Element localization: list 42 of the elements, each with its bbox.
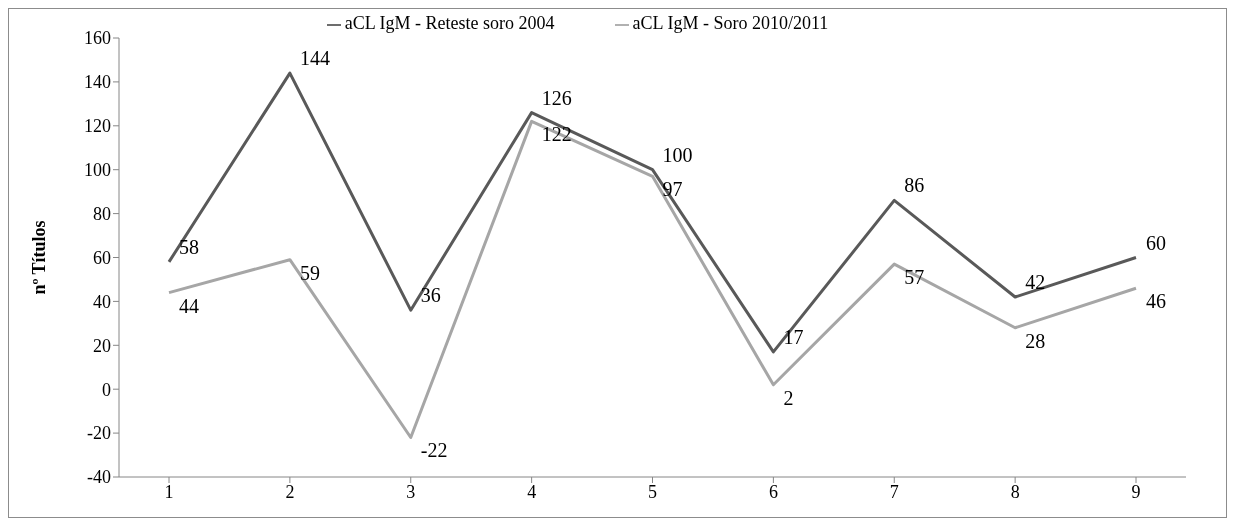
x-tick-label: 8: [1010, 481, 1020, 502]
x-tick-label: 5: [648, 481, 657, 502]
line-series: [167, 119, 1138, 439]
y-axis-title: nº Títulos: [29, 220, 50, 295]
y-tick-label: 100: [84, 160, 111, 181]
data-label: 58: [179, 235, 199, 258]
x-tick-label: 4: [527, 481, 537, 502]
y-tick-label: 0: [102, 379, 111, 400]
data-label: 86: [904, 174, 925, 197]
data-label: 36: [420, 284, 441, 307]
data-label: 17: [783, 325, 804, 348]
legend-label: aCL IgM - Reteste soro 2004: [344, 13, 555, 33]
data-label: 57: [904, 266, 925, 289]
y-tick-label: 120: [84, 116, 111, 137]
y-tick-label: 160: [84, 28, 111, 49]
x-tick-label: 1: [164, 481, 174, 502]
y-tick-label: 60: [93, 247, 111, 268]
y-tick-label: 140: [84, 72, 111, 93]
line-series: [167, 71, 1138, 354]
y-tick-label: -20: [87, 423, 111, 444]
x-tick-label: 7: [889, 481, 899, 502]
data-label: 44: [179, 294, 199, 317]
data-label: 2: [783, 386, 794, 409]
legend-label: aCL IgM - Soro 2010/2011: [632, 13, 829, 33]
data-label: 46: [1146, 290, 1166, 313]
data-label: 100: [662, 143, 693, 166]
y-tick-label: 20: [93, 335, 111, 356]
data-label: 59: [299, 261, 320, 284]
data-label: -22: [420, 439, 448, 462]
x-tick-label: 3: [406, 481, 416, 502]
data-label: 144: [299, 47, 330, 70]
data-label: 28: [1025, 329, 1046, 352]
data-label: 126: [541, 86, 572, 109]
data-label: 122: [541, 123, 572, 146]
data-label: 42: [1025, 271, 1046, 294]
x-tick-label: 2: [285, 481, 295, 502]
x-tick-label: 6: [768, 481, 778, 502]
y-tick-label: 40: [93, 291, 111, 312]
data-label: 60: [1146, 231, 1166, 254]
x-tick-label: 9: [1131, 481, 1141, 502]
y-tick-label: 80: [93, 203, 111, 224]
y-tick-label: -40: [87, 467, 111, 488]
